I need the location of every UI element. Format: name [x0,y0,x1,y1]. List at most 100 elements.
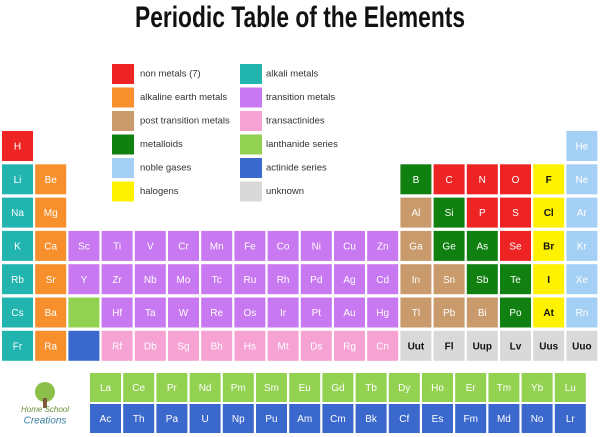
element-symbol: Ge [442,242,456,253]
element-cell [488,373,520,402]
legend-swatch [240,64,262,84]
element-cell [2,297,33,328]
element-cell [521,404,553,433]
element-symbol: Na [11,208,24,219]
element-symbol: Db [144,341,157,352]
element-cell [189,404,221,433]
element-cell [201,297,233,328]
legend-label: actinide series [266,163,327,174]
element-cell [533,264,565,295]
element-symbol: Al [411,208,420,219]
element-symbol: Dy [398,383,410,394]
page-title: Periodic Table of the Elements [135,1,465,34]
element-symbol: Tb [365,383,377,394]
element-cell [433,164,465,195]
element-cell [533,297,565,328]
element-cell [68,264,100,295]
element-symbol: Sn [443,275,455,286]
element-cell [566,230,598,261]
element-cell [35,164,67,195]
element-cell [400,230,432,261]
element-symbol: Cn [376,341,389,352]
element-cell [367,264,399,295]
element-symbol: F [546,175,552,186]
element-symbol: N [479,175,486,186]
element-symbol: Mt [278,341,289,352]
element-symbol: Ce [132,383,145,394]
element-symbol: Es [432,414,444,425]
element-symbol: Mn [210,242,224,253]
element-symbol: Ar [577,208,588,219]
element-cell [334,230,365,261]
element-symbol: Pt [312,308,322,319]
element-cell [101,330,133,361]
element-cell [554,404,586,433]
element-cell [566,197,598,228]
element-cell [222,373,254,402]
element-cell [35,197,67,228]
element-symbol: Co [277,242,290,253]
element-cell [300,264,332,295]
element-cell [134,297,166,328]
element-cell [35,330,67,361]
element-symbol: Pa [166,414,179,425]
element-symbol: Po [509,308,522,319]
legend-label: halogens [140,186,179,197]
element-symbol: Au [343,308,355,319]
element-cell [300,330,332,361]
element-symbol: Rb [11,275,24,286]
element-symbol: Cr [178,242,189,253]
element-symbol: Cs [11,308,23,319]
element-symbol: Uus [539,341,558,352]
element-cell [101,230,133,261]
element-symbol: P [479,208,486,219]
element-symbol: Uut [408,341,425,352]
element-symbol: Si [445,208,454,219]
element-cell [466,164,498,195]
element-cell [500,230,531,261]
element-symbol: Pr [167,383,178,394]
element-symbol: K [14,242,21,253]
element-cell [123,373,155,402]
element-cell [156,373,188,402]
element-cell [422,373,453,402]
element-cell [500,330,531,361]
element-cell [189,373,221,402]
element-cell [355,373,387,402]
element-cell [90,373,121,402]
element-cell [168,330,199,361]
element-symbol: Sb [476,275,489,286]
element-symbol: At [543,308,554,319]
element-cell [500,264,531,295]
element-cell [168,264,199,295]
logo-trunk [43,398,47,408]
element-symbol: Gd [331,383,344,394]
element-symbol: Ru [244,275,257,286]
element-cell [533,330,565,361]
element-symbol: V [147,242,154,253]
element-cell [367,330,399,361]
element-symbol: Fr [13,341,23,352]
legend-swatch [112,64,134,84]
element-symbol: Tc [212,275,222,286]
element-symbol: Lv [510,341,522,352]
element-cell [500,297,531,328]
element-cell [500,164,531,195]
element-cell [168,297,199,328]
element-cell [566,264,598,295]
element-cell [466,330,498,361]
element-symbol: Pd [310,275,322,286]
element-cell [68,330,100,361]
element-cell [566,131,598,161]
element-symbol: Ac [100,414,112,425]
element-cell [101,297,133,328]
element-cell [466,230,498,261]
element-symbol: Hf [112,308,122,319]
element-cell [533,197,565,228]
element-cell [234,264,266,295]
element-symbol: Cf [399,414,409,425]
element-symbol: Cm [330,414,346,425]
element-cell [201,230,233,261]
element-cell [400,164,432,195]
